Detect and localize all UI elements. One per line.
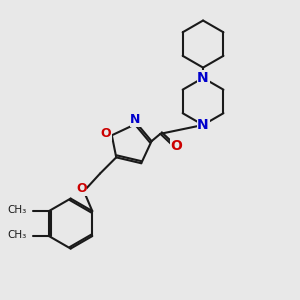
Text: N: N [197,118,209,132]
Text: CH₃: CH₃ [7,205,26,214]
Text: N: N [197,71,209,85]
Text: O: O [100,127,111,140]
Text: O: O [171,139,182,153]
Text: CH₃: CH₃ [7,230,26,240]
Text: N: N [130,113,141,126]
Text: O: O [76,182,87,195]
